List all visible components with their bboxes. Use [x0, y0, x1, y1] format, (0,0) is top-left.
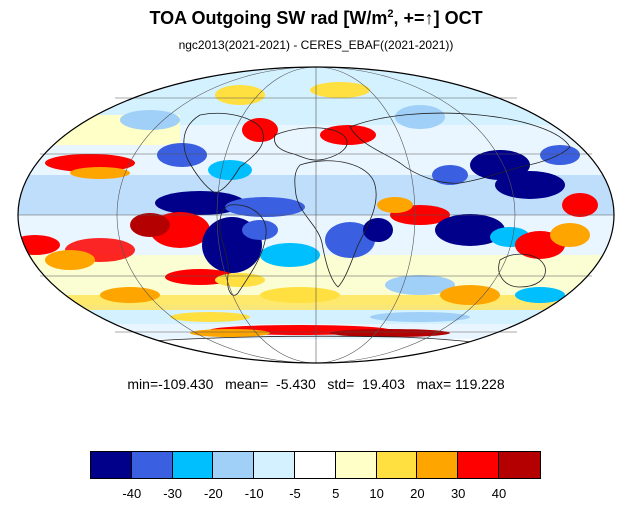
colorbar-box	[91, 452, 132, 478]
colorbar-ticks: -40 -30 -20 -10 -5 5 10 20 30 40	[0, 486, 632, 504]
colorbar-box	[254, 452, 295, 478]
colorbar-tick-label: 20	[410, 486, 425, 501]
map-subtitle: ngc2013(2021-2021) - CERES_EBAF((2021-20…	[178, 38, 454, 52]
colorbar	[90, 451, 541, 479]
colorbar-box	[498, 452, 540, 478]
colorbar-tick-label: -10	[244, 486, 264, 501]
colorbar-tick-label: -5	[289, 486, 301, 501]
mollweide-difference-map	[17, 66, 615, 364]
colorbar-tick-label: -20	[203, 486, 223, 501]
colorbar-box	[213, 452, 255, 478]
colorbar-tick-label: 40	[491, 486, 507, 501]
map-title: TOA Outgoing SW rad [W/m2, +=↑] OCT	[149, 8, 483, 28]
colorbar-tick-label: 10	[369, 486, 384, 501]
colorbar-tick-label: 5	[332, 486, 340, 501]
colorbar-box	[376, 452, 418, 478]
colorbar-tick-label: -40	[122, 486, 142, 501]
summary-statistics: min=-109.430 mean= -5.430 std= 19.403 ma…	[127, 376, 505, 392]
colorbar-box	[131, 452, 173, 478]
colorbar-tick-label: -30	[163, 486, 182, 501]
colorbar-box	[458, 452, 499, 478]
colorbar-box	[172, 452, 214, 478]
globe-border	[17, 66, 615, 364]
colorbar-tick-label: 30	[450, 486, 466, 501]
colorbar-box	[417, 452, 459, 478]
colorbar-box	[294, 452, 336, 478]
colorbar-box	[335, 452, 377, 478]
